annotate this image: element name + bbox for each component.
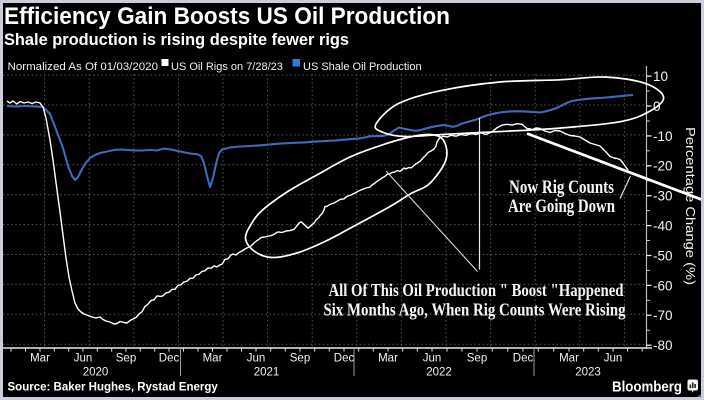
svg-text:Dec: Dec: [334, 353, 355, 365]
svg-text:-30: -30: [653, 189, 673, 204]
svg-text:-10: -10: [653, 129, 673, 144]
svg-text:-80: -80: [653, 338, 673, 353]
svg-text:Mar: Mar: [30, 353, 50, 365]
svg-text:All Of This Oil Production " B: All Of This Oil Production " Boost "Happ…: [329, 280, 624, 300]
svg-text:Mar: Mar: [559, 353, 579, 365]
svg-text:-20: -20: [653, 159, 673, 174]
svg-text:Are Going Down: Are Going Down: [508, 196, 615, 217]
svg-text:Six Months Ago, When Rig Count: Six Months Ago, When Rig Counts Were Ris…: [324, 300, 626, 320]
svg-text:Jun: Jun: [423, 353, 442, 365]
svg-text:Bloomberg: Bloomberg: [612, 379, 682, 396]
svg-text:-50: -50: [653, 248, 673, 263]
svg-text:2023: 2023: [575, 367, 601, 379]
svg-text:Sep: Sep: [290, 353, 310, 365]
svg-text:2020: 2020: [83, 367, 109, 379]
svg-text:Now Rig Counts: Now Rig Counts: [509, 177, 614, 198]
svg-text:Jun: Jun: [247, 353, 266, 365]
svg-text:Mar: Mar: [203, 353, 223, 365]
svg-text:Percentage Change (%): Percentage Change (%): [683, 127, 698, 285]
svg-text:Sep: Sep: [467, 353, 487, 365]
svg-text:Dec: Dec: [159, 353, 180, 365]
svg-text:US Oil Rigs on 7/28/23: US Oil Rigs on 7/28/23: [171, 61, 283, 73]
svg-text:Efficiency Gain Boosts US Oil: Efficiency Gain Boosts US Oil Production: [4, 3, 450, 30]
svg-text:2021: 2021: [254, 367, 280, 379]
svg-text:US Shale Oil Production: US Shale Oil Production: [303, 61, 422, 73]
svg-text:-40: -40: [653, 219, 673, 234]
svg-text:Normalized As Of 01/03/2020: Normalized As Of 01/03/2020: [8, 61, 159, 73]
svg-text:Dec: Dec: [513, 353, 534, 365]
svg-text:Mar: Mar: [378, 353, 398, 365]
svg-text:2022: 2022: [426, 367, 452, 379]
svg-text:Sep: Sep: [116, 353, 136, 365]
svg-text:10: 10: [653, 69, 668, 84]
svg-text:Jun: Jun: [604, 353, 623, 365]
svg-text:-70: -70: [653, 308, 673, 323]
svg-text:Jun: Jun: [74, 353, 93, 365]
svg-text:-60: -60: [653, 278, 673, 293]
svg-text:Shale production is rising des: Shale production is rising despite fewer…: [4, 31, 349, 49]
svg-text:Source: Baker Hughes, Rystad E: Source: Baker Hughes, Rystad Energy: [8, 382, 219, 394]
